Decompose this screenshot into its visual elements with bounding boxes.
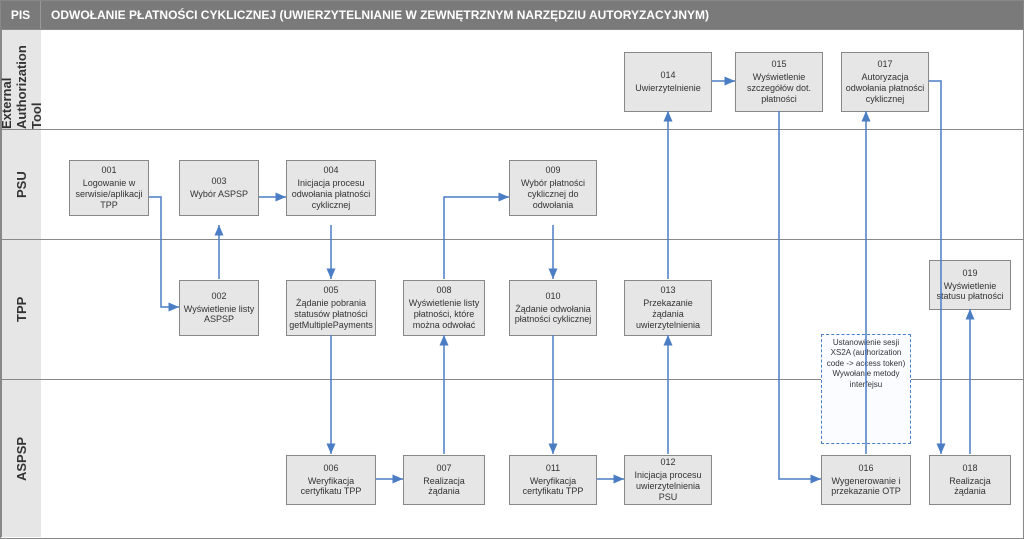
node-num: 018 (962, 463, 977, 474)
lane-body-aspsp: 006 Weryfikacja certyfikatu TPP 007 Realiza… (41, 380, 1023, 537)
node-text: Wyświetlenie szczegółów dot. płatności (739, 72, 819, 104)
node-text: Przekazanie żądania uwierzytelnienia (628, 298, 708, 330)
node-016: 016 Wygenerowanie i przekazanie OTP (821, 455, 911, 505)
node-text: Weryfikacja certyfikatu TPP (290, 476, 372, 498)
node-num: 012 (660, 457, 675, 468)
node-num: 013 (660, 285, 675, 296)
node-num: 003 (211, 176, 226, 187)
node-019: 019 Wyświetlenie statusu płatności (929, 260, 1011, 310)
node-006: 006 Weryfikacja certyfikatu TPP (286, 455, 376, 505)
node-text: Uwierzytelnienie (635, 83, 701, 94)
node-011: 011 Weryfikacja certyfikatu TPP (509, 455, 597, 505)
node-003: 003 Wybór ASPSP (179, 160, 259, 216)
node-text: Wybór ASPSP (190, 189, 248, 200)
node-text: Autoryzacja odwołania płatności cykliczn… (845, 72, 925, 104)
node-text: Realizacja żądania (933, 476, 1007, 498)
node-num: 002 (211, 291, 226, 302)
node-num: 007 (436, 463, 451, 474)
swimlanes: External Authorization Tool 014 Uwierzytel… (1, 29, 1023, 538)
node-text: Logowanie w serwisie/aplikacji TPP (73, 178, 145, 210)
node-text: Wyświetlenie statusu płatności (933, 281, 1007, 303)
diagram-header: PIS ODWOŁANIE PŁATNOŚCI CYKLICZNEJ (UWIE… (1, 1, 1023, 29)
node-num: 005 (323, 285, 338, 296)
lane-aspsp: ASPSP 006 Weryfikacja certyfikatu TPP 007 Re… (1, 379, 1023, 537)
lane-label-tpp: TPP (1, 240, 41, 379)
node-num: 015 (771, 59, 786, 70)
node-text: Inicjacja procesu odwołania płatności cy… (290, 178, 372, 210)
header-title: ODWOŁANIE PŁATNOŚCI CYKLICZNEJ (UWIERZYT… (41, 8, 709, 22)
node-009: 009 Wybór płatności cyklicznej do odwołan… (509, 160, 597, 216)
node-010: 010 Żądanie odwołania płatności cykliczne… (509, 280, 597, 336)
node-num: 004 (323, 165, 338, 176)
node-text: Żądanie pobrania statusów płatności getM… (289, 298, 373, 330)
node-007: 007 Realizacja żądania (403, 455, 485, 505)
node-014: 014 Uwierzytelnienie (624, 52, 712, 112)
node-002: 002 Wyświetlenie listy ASPSP (179, 280, 259, 336)
node-008: 008 Wyświetlenie listy płatności, które m… (403, 280, 485, 336)
node-num: 011 (546, 463, 560, 474)
node-005: 005 Żądanie pobrania statusów płatności g… (286, 280, 376, 336)
node-text: Realizacja żądania (407, 476, 481, 498)
header-lane-label: PIS (1, 1, 41, 29)
node-num: 014 (660, 70, 675, 81)
diagram-container: PIS ODWOŁANIE PŁATNOŚCI CYKLICZNEJ (UWIE… (0, 0, 1024, 539)
node-004: 004 Inicjacja procesu odwołania płatności… (286, 160, 376, 216)
node-num: 009 (545, 165, 560, 176)
node-num: 017 (877, 59, 892, 70)
node-013: 013 Przekazanie żądania uwierzytelnienia (624, 280, 712, 336)
node-text: Inicjacja procesu uwierzytelnienia PSU (628, 470, 708, 502)
lane-label-psu: PSU (1, 130, 41, 239)
node-text: Wyświetlenie listy ASPSP (183, 304, 255, 326)
node-num: 010 (545, 291, 560, 302)
node-001: 001 Logowanie w serwisie/aplikacji TPP (69, 160, 149, 216)
lane-body-psu: 001 Logowanie w serwisie/aplikacji TPP 003… (41, 130, 1023, 239)
node-num: 016 (858, 463, 873, 474)
node-017: 017 Autoryzacja odwołania płatności cykli… (841, 52, 929, 112)
node-012: 012 Inicjacja procesu uwierzytelnienia PS… (624, 455, 712, 505)
node-015: 015 Wyświetlenie szczegółów dot. płatnośc… (735, 52, 823, 112)
node-018: 018 Realizacja żądania (929, 455, 1011, 505)
node-num: 006 (323, 463, 338, 474)
lane-body-ext: 014 Uwierzytelnienie 015 Wyświetlenie szcze… (41, 30, 1023, 129)
node-text: Wybór płatności cyklicznej do odwołania (513, 178, 593, 210)
node-num: 001 (101, 165, 116, 176)
node-num: 019 (962, 268, 977, 279)
node-text: Wyświetlenie listy płatności, które możn… (407, 298, 481, 330)
node-text: Weryfikacja certyfikatu TPP (513, 476, 593, 498)
lane-label-ext: External Authorization Tool (1, 30, 41, 129)
node-text: Żądanie odwołania płatności cyklicznej (513, 304, 593, 326)
note: Ustanowienie sesji XS2A (authorization c… (821, 334, 911, 444)
lane-label-aspsp: ASPSP (1, 380, 41, 537)
node-num: 008 (436, 285, 451, 296)
lane-psu: PSU 001 Logowanie w serwisie/aplikacji TPP… (1, 129, 1023, 239)
lane-ext: External Authorization Tool 014 Uwierzytel… (1, 29, 1023, 129)
node-text: Wygenerowanie i przekazanie OTP (825, 476, 907, 498)
